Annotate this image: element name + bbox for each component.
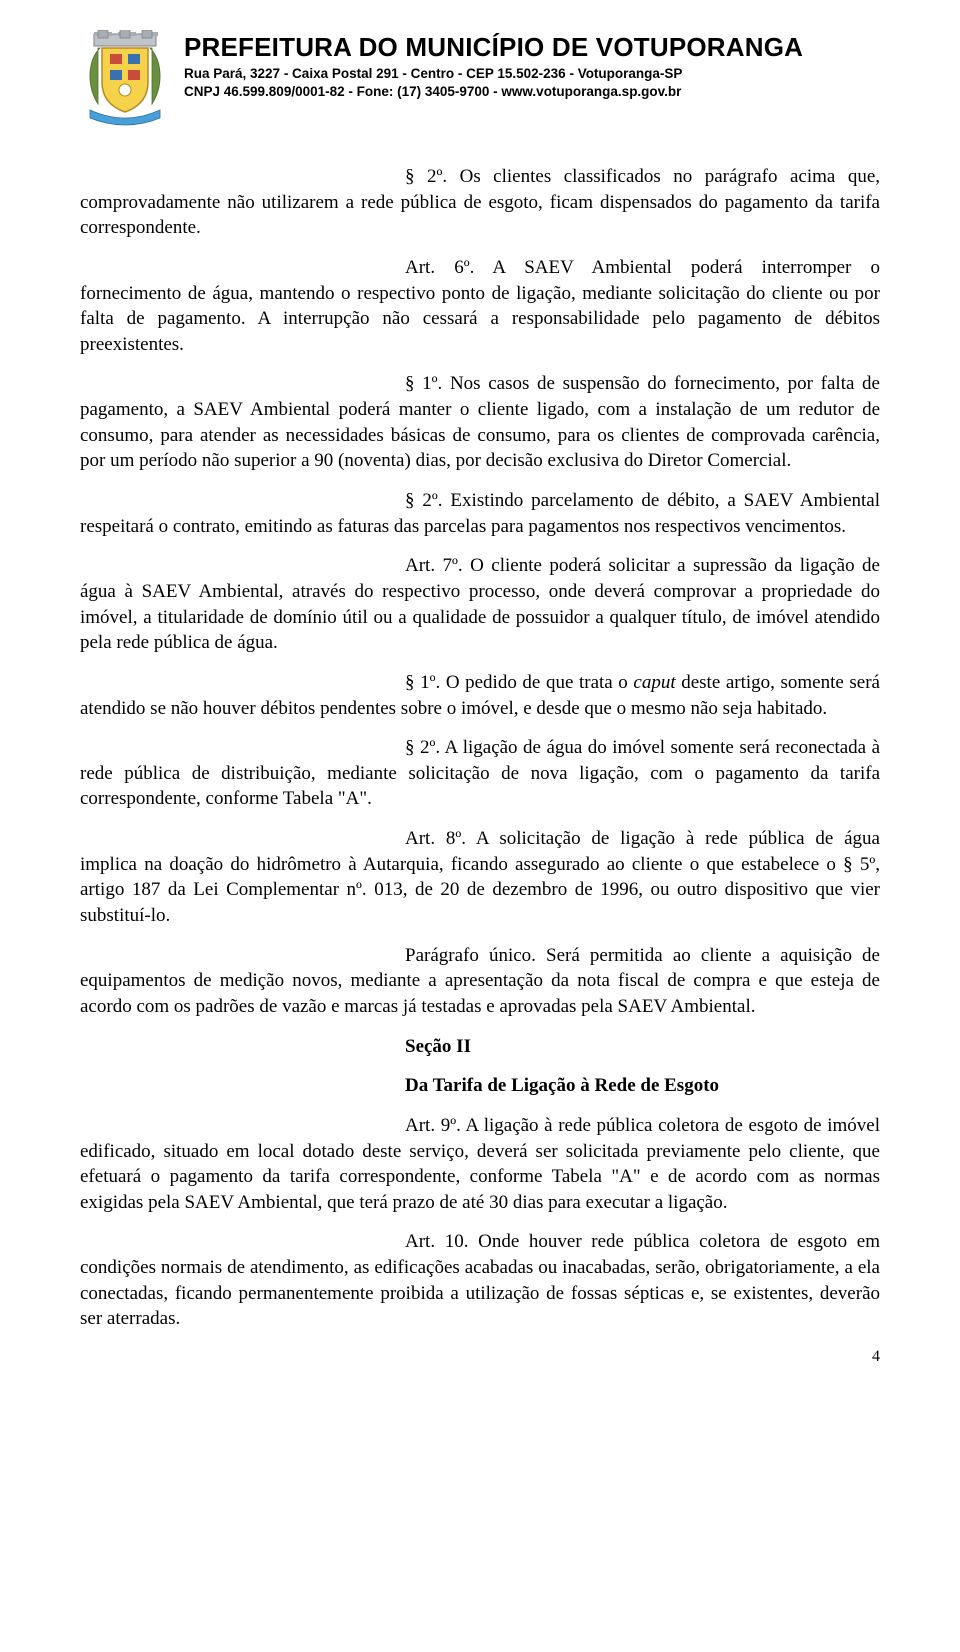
paragraph: § 2º. Existindo parcelamento de débito, … — [80, 488, 880, 539]
paragraph: § 1º. Nos casos de suspensão do fornecim… — [80, 371, 880, 474]
italic-term: caput — [633, 672, 675, 693]
text: Art. 8º. A solicitação de ligação à rede… — [80, 828, 880, 926]
text: § 1º. O pedido de que trata o — [405, 672, 633, 693]
text: Art. 9º. A ligação à rede pública coleto… — [80, 1115, 880, 1213]
section-heading: Da Tarifa de Ligação à Rede de Esgoto — [405, 1073, 880, 1099]
org-contact: CNPJ 46.599.809/0001-82 - Fone: (17) 340… — [184, 83, 880, 101]
paragraph: Art. 6º. A SAEV Ambiental poderá interro… — [80, 255, 880, 358]
letterhead-text: PREFEITURA DO MUNICÍPIO DE VOTUPORANGA R… — [184, 30, 880, 100]
paragraph: § 2º. A ligação de água do imóvel soment… — [80, 735, 880, 812]
section-number: Seção II — [405, 1034, 880, 1060]
paragraph: Parágrafo único. Será permitida ao clien… — [80, 943, 880, 1020]
paragraph: § 2º. Os clientes classificados no parág… — [80, 164, 880, 241]
text: Art. 6º. A SAEV Ambiental poderá interro… — [80, 257, 880, 355]
text: § 2º. Existindo parcelamento de débito, … — [80, 490, 880, 537]
paragraph: § 1º. O pedido de que trata o caput dest… — [80, 670, 880, 721]
text: Art. 10. Onde houver rede pública coleto… — [80, 1231, 880, 1329]
org-title: PREFEITURA DO MUNICÍPIO DE VOTUPORANGA — [184, 30, 880, 65]
paragraph: Art. 8º. A solicitação de ligação à rede… — [80, 826, 880, 929]
text: § 2º. A ligação de água do imóvel soment… — [80, 737, 880, 809]
org-address: Rua Pará, 3227 - Caixa Postal 291 - Cent… — [184, 65, 880, 83]
text: Art. 7º. O cliente poderá solicitar a su… — [80, 555, 880, 653]
municipal-crest-icon — [80, 30, 170, 128]
document-body: § 2º. Os clientes classificados no parág… — [80, 164, 880, 1332]
text: § 2º. Os clientes classificados no parág… — [80, 166, 880, 238]
text: Parágrafo único. Será permitida ao clien… — [80, 945, 880, 1017]
paragraph: Art. 7º. O cliente poderá solicitar a su… — [80, 553, 880, 656]
page-number: 4 — [80, 1346, 880, 1368]
paragraph: Art. 9º. A ligação à rede pública coleto… — [80, 1113, 880, 1216]
paragraph: Art. 10. Onde houver rede pública coleto… — [80, 1229, 880, 1332]
text: § 1º. Nos casos de suspensão do fornecim… — [80, 373, 880, 471]
letterhead: PREFEITURA DO MUNICÍPIO DE VOTUPORANGA R… — [80, 30, 880, 128]
